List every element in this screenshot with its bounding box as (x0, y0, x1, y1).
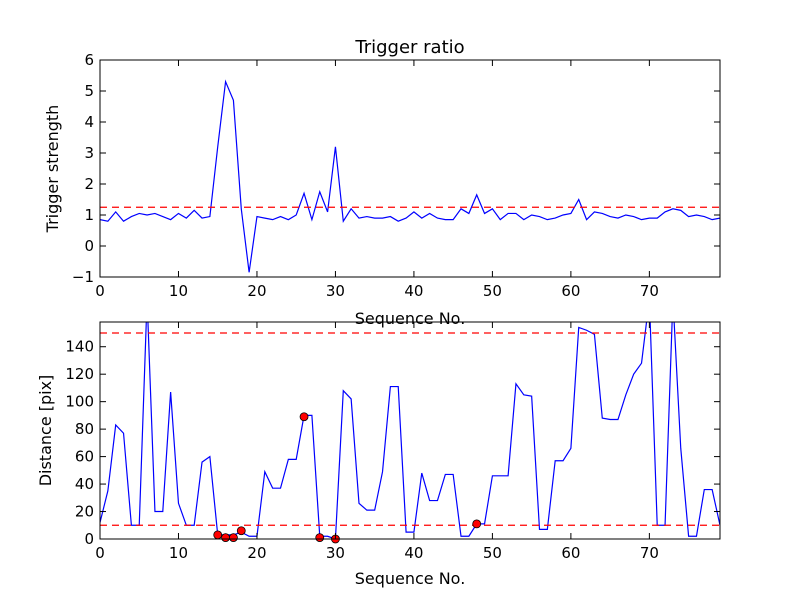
x-tick-label: 70 (640, 544, 659, 562)
y-tick-label: 5 (84, 82, 94, 100)
x-tick-label: 0 (95, 282, 105, 300)
chart-title: Trigger ratio (354, 37, 464, 58)
series-line (100, 322, 720, 539)
y-tick-label: 100 (65, 393, 94, 411)
series-line (100, 79, 720, 273)
x-tick-label: 50 (483, 282, 502, 300)
y-tick-label: 2 (84, 175, 94, 193)
y-tick-label: 0 (84, 237, 94, 255)
x-tick-label: 70 (640, 282, 659, 300)
x-tick-label: 20 (247, 544, 266, 562)
y-tick-label: 20 (75, 503, 94, 521)
y-tick-label: 3 (84, 144, 94, 162)
y-tick-label: 4 (84, 113, 94, 131)
x-axis-label: Sequence No. (355, 309, 466, 328)
y-tick-label: 0 (84, 530, 94, 548)
x-tick-label: 50 (483, 544, 502, 562)
x-tick-label: 20 (247, 282, 266, 300)
y-axis-label: Trigger strength (43, 105, 62, 234)
x-tick-label: 60 (561, 544, 580, 562)
highlight-point (472, 519, 482, 529)
y-tick-label: 40 (75, 475, 94, 493)
y-tick-label: 140 (65, 338, 94, 356)
highlight-point (236, 526, 246, 536)
y-tick-label: 60 (75, 448, 94, 466)
y-tick-label: 1 (84, 206, 94, 224)
trigger-ratio-chart: Trigger ratio Sequence No. Trigger stren… (43, 37, 721, 328)
highlight-point (213, 530, 223, 540)
x-tick-label: 30 (326, 282, 345, 300)
highlight-point (221, 533, 230, 543)
highlight-point (315, 533, 325, 543)
y-tick-label: −1 (72, 268, 94, 286)
x-tick-label: 30 (326, 544, 345, 562)
plot-area: 0 10 20 30 40 50 60 70 0 20 40 60 80 100 120 140 (65, 321, 721, 562)
y-tick-label: 6 (84, 51, 94, 69)
x-tick-label: 60 (561, 282, 580, 300)
x-tick-label: 40 (404, 282, 423, 300)
plot-frame (99, 59, 721, 278)
x-tick-label: 40 (404, 544, 423, 562)
highlight-point (229, 533, 238, 543)
y-tick-label: 120 (65, 365, 94, 383)
x-tick-label: 0 (95, 544, 105, 562)
distance-chart: Sequence No. Distance [pix] 0 10 20 30 40 50 6… (36, 321, 721, 588)
plot-frame (99, 321, 721, 540)
x-tick-label: 10 (169, 544, 188, 562)
x-tick-label: 10 (169, 282, 188, 300)
y-tick-label: 80 (75, 420, 94, 438)
x-axis-label: Sequence No. (355, 569, 466, 588)
highlight-point (299, 412, 309, 422)
y-axis-label: Distance [pix] (36, 375, 55, 487)
